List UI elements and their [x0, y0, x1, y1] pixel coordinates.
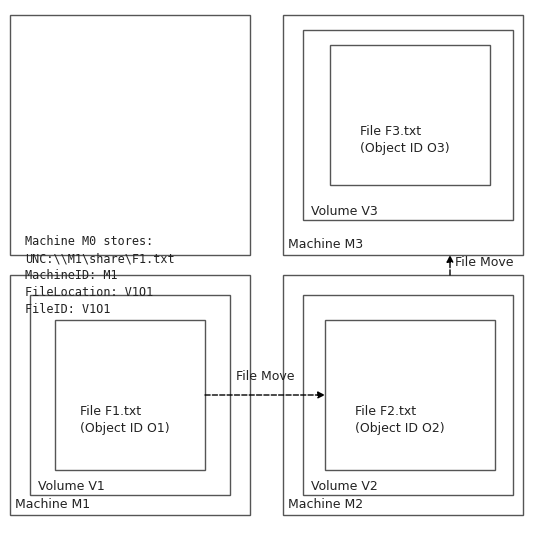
- Text: File F1.txt
(Object ID O1): File F1.txt (Object ID O1): [80, 405, 169, 435]
- Text: Machine M2: Machine M2: [288, 498, 363, 511]
- Bar: [283, 15, 523, 255]
- Bar: [325, 320, 495, 470]
- Text: Machine M1: Machine M1: [15, 498, 90, 511]
- Text: Machine M0 stores:
UNC:\\M1\share\F1.txt
MachineID: M1
FileLocation: V1O1
FileID: Machine M0 stores: UNC:\\M1\share\F1.txt…: [25, 235, 175, 316]
- Bar: [283, 275, 523, 515]
- Text: Machine M3: Machine M3: [288, 238, 363, 251]
- Text: File F2.txt
(Object ID O2): File F2.txt (Object ID O2): [355, 405, 445, 435]
- Bar: [330, 45, 490, 185]
- Bar: [10, 15, 250, 255]
- Text: File Move: File Move: [455, 256, 513, 270]
- Bar: [303, 30, 513, 220]
- Text: File Move: File Move: [236, 370, 294, 383]
- Text: Volume V2: Volume V2: [311, 480, 378, 493]
- Bar: [55, 320, 205, 470]
- Bar: [303, 295, 513, 495]
- Text: Volume V3: Volume V3: [311, 205, 378, 218]
- Bar: [30, 295, 230, 495]
- Text: Volume V1: Volume V1: [38, 480, 105, 493]
- Text: File F3.txt
(Object ID O3): File F3.txt (Object ID O3): [360, 125, 450, 155]
- Bar: [10, 275, 250, 515]
